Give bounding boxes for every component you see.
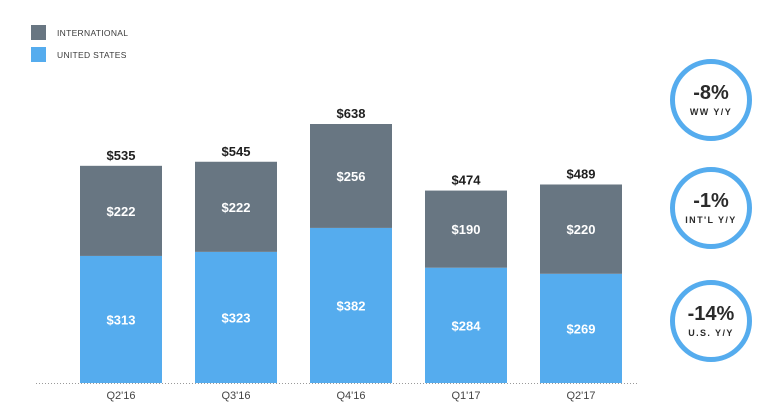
legend-swatch-international: [31, 25, 46, 40]
kpi-us-yoy: -14% U.S. Y/Y: [670, 280, 752, 362]
kpi-ww-label: WW Y/Y: [689, 107, 733, 117]
kpi-ww-yoy: -8% WW Y/Y: [670, 59, 752, 141]
kpi-us-value: -14%: [687, 303, 735, 325]
data-label-intl-3: $190: [452, 222, 481, 237]
bar-intl-4: [540, 184, 622, 274]
total-label-0: $535: [107, 148, 136, 163]
data-label-us-0: $313: [107, 312, 136, 327]
x-tick-label-3: Q1'17: [451, 390, 480, 402]
bar-us-3: [425, 267, 507, 383]
data-label-us-3: $284: [452, 318, 482, 333]
data-label-intl-0: $222: [107, 204, 136, 219]
legend-label-us: UNITED STATES: [57, 49, 127, 60]
bar-intl-0: [80, 165, 162, 256]
data-label-us-1: $323: [222, 310, 251, 325]
bar-us-4: [540, 273, 622, 383]
data-label-intl-1: $222: [222, 200, 251, 215]
data-label-intl-2: $256: [337, 169, 366, 184]
data-label-us-4: $269: [567, 321, 596, 336]
bar-us-1: [195, 251, 277, 383]
bar-us-2: [310, 227, 392, 383]
x-tick-label-1: Q3'16: [221, 390, 250, 402]
x-tick-label-4: Q2'17: [566, 390, 595, 402]
bar-us-0: [80, 255, 162, 383]
kpi-intl-label: INT'L Y/Y: [685, 215, 737, 225]
total-label-2: $638: [337, 106, 366, 121]
legend-item-international: INTERNATIONAL: [31, 25, 128, 40]
bar-intl-2: [310, 124, 392, 228]
legend-item-us: UNITED STATES: [31, 47, 127, 62]
legend-label-international: INTERNATIONAL: [57, 27, 129, 38]
bar-intl-3: [425, 190, 507, 268]
x-tick-label-0: Q2'16: [106, 390, 135, 402]
bar-intl-1: [195, 161, 277, 252]
kpi-intl-yoy: -1% INT'L Y/Y: [670, 167, 752, 249]
x-tick-label-2: Q4'16: [336, 390, 365, 402]
total-label-3: $474: [452, 173, 482, 188]
total-label-4: $489: [567, 166, 596, 181]
data-label-intl-4: $220: [567, 222, 596, 237]
kpi-ww-value: -8%: [693, 82, 729, 104]
kpi-intl-value: -1%: [693, 190, 729, 212]
data-label-us-2: $382: [337, 298, 366, 313]
kpi-us-label: U.S. Y/Y: [688, 328, 734, 338]
legend-swatch-us: [31, 47, 46, 62]
total-label-1: $545: [222, 144, 251, 159]
